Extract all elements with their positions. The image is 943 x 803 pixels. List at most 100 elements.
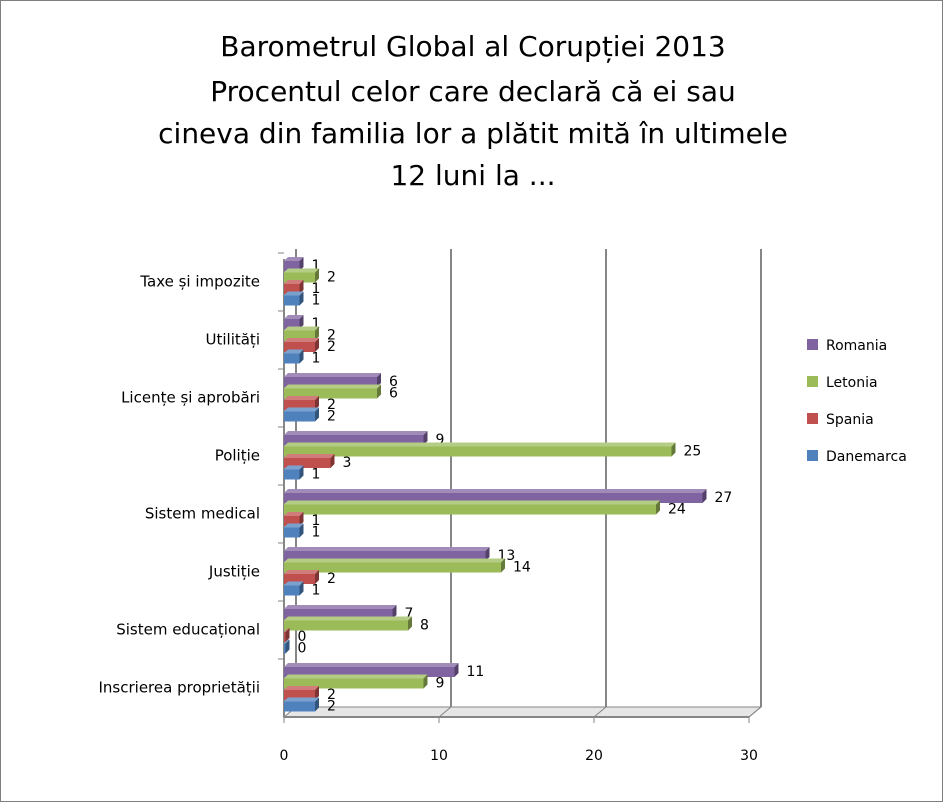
bar (284, 574, 315, 584)
bar (284, 504, 656, 515)
bar-side-face (285, 639, 290, 654)
bar (284, 643, 286, 654)
bar-top-face (284, 663, 459, 667)
data-label: 8 (420, 618, 429, 634)
bar-top-face (284, 605, 397, 609)
bar-side-face (315, 396, 319, 410)
legend-label: Danemarca (826, 449, 907, 465)
bar-top-face (284, 326, 319, 331)
bar (284, 342, 315, 352)
bar-side-face (299, 315, 304, 329)
category-label: Licențe și aprobări (121, 388, 260, 406)
legend-label: Spania (826, 412, 874, 428)
bar-side-face (315, 268, 319, 283)
bar-top-face (284, 674, 428, 679)
bar-side-face (299, 280, 304, 294)
data-label: 1 (312, 513, 321, 529)
bar-top-face (284, 628, 290, 632)
bar-side-face (423, 431, 428, 445)
chart-subtitle-line-2: cineva din familia lor a plătit mită în … (158, 117, 788, 150)
legend-label: Romania (826, 338, 887, 354)
chart-subtitle-line-3: 12 luni la ... (390, 159, 555, 192)
bar (284, 330, 315, 341)
bar-top-face (284, 500, 660, 505)
legend-swatch (807, 339, 818, 350)
bar (284, 585, 300, 596)
chart-subtitle-line-1: Procentul celor care declară că ei sau (210, 75, 735, 108)
category-label: Sistem medical (145, 504, 260, 522)
bar-top-face (284, 523, 304, 528)
bar (284, 527, 300, 538)
bar-side-face (377, 384, 381, 399)
bar-top-face (284, 315, 304, 319)
bar-side-face (315, 326, 319, 341)
data-label: 7 (405, 606, 414, 622)
x-tick-label: 10 (430, 748, 448, 764)
bar-top-face (284, 257, 304, 261)
bar-top-face (284, 431, 428, 435)
x-tick-label: 20 (585, 748, 603, 764)
gridline-floor (593, 706, 607, 718)
x-tick-label: 30 (740, 748, 758, 764)
bar (284, 400, 315, 410)
bar (284, 411, 315, 422)
bar (284, 516, 300, 526)
bar-top-face (284, 442, 676, 447)
category-label: Utilități (206, 330, 261, 348)
bar (284, 319, 300, 329)
bar-side-face (299, 349, 304, 364)
bar-side-face (315, 338, 319, 352)
data-label: 1 (312, 583, 321, 599)
bar-side-face (315, 686, 319, 700)
bar-top-face (284, 291, 304, 296)
data-label: 2 (327, 328, 336, 344)
data-label: 24 (668, 502, 686, 518)
data-label: 6 (389, 386, 398, 402)
bar-top-face (284, 338, 319, 342)
bar-top-face (284, 280, 304, 284)
bar-top-face (284, 639, 290, 644)
bar-side-face (392, 605, 397, 619)
bar-side-face (315, 697, 319, 712)
bar (284, 353, 300, 364)
bar-side-face (299, 465, 304, 480)
bar (284, 458, 331, 468)
bar (284, 435, 424, 445)
data-label: 14 (513, 560, 531, 576)
bar-side-face (299, 581, 304, 596)
bar-side-face (377, 373, 381, 387)
bar-top-face (284, 686, 319, 690)
bar (284, 562, 501, 573)
bar-top-face (284, 581, 304, 586)
bar (284, 701, 315, 712)
data-label: 2 (327, 409, 336, 425)
bar-side-face (299, 512, 304, 526)
bar (284, 667, 455, 677)
bar-side-face (454, 663, 459, 677)
bar (284, 551, 486, 561)
bar-side-face (423, 674, 428, 689)
bar-top-face (284, 268, 319, 273)
bar-top-face (284, 373, 381, 377)
bar-top-face (284, 349, 304, 354)
data-label: 1 (312, 281, 321, 297)
gridline-floor (748, 706, 762, 718)
data-label: 0 (298, 629, 307, 645)
bar-side-face (408, 616, 412, 631)
bar (284, 493, 703, 503)
bar-side-face (330, 454, 335, 468)
bar-side-face (299, 257, 304, 271)
data-label: 9 (436, 676, 445, 692)
data-label: 2 (327, 699, 336, 715)
data-label: 2 (327, 270, 336, 286)
data-label: 1 (312, 351, 321, 367)
legend-swatch (807, 376, 818, 387)
category-label: Taxe și impozite (139, 272, 260, 290)
bar (284, 632, 286, 642)
bar-top-face (284, 407, 319, 412)
bar (284, 261, 300, 271)
bar-top-face (284, 384, 381, 389)
bar (284, 295, 300, 306)
chart-floor (282, 706, 763, 718)
